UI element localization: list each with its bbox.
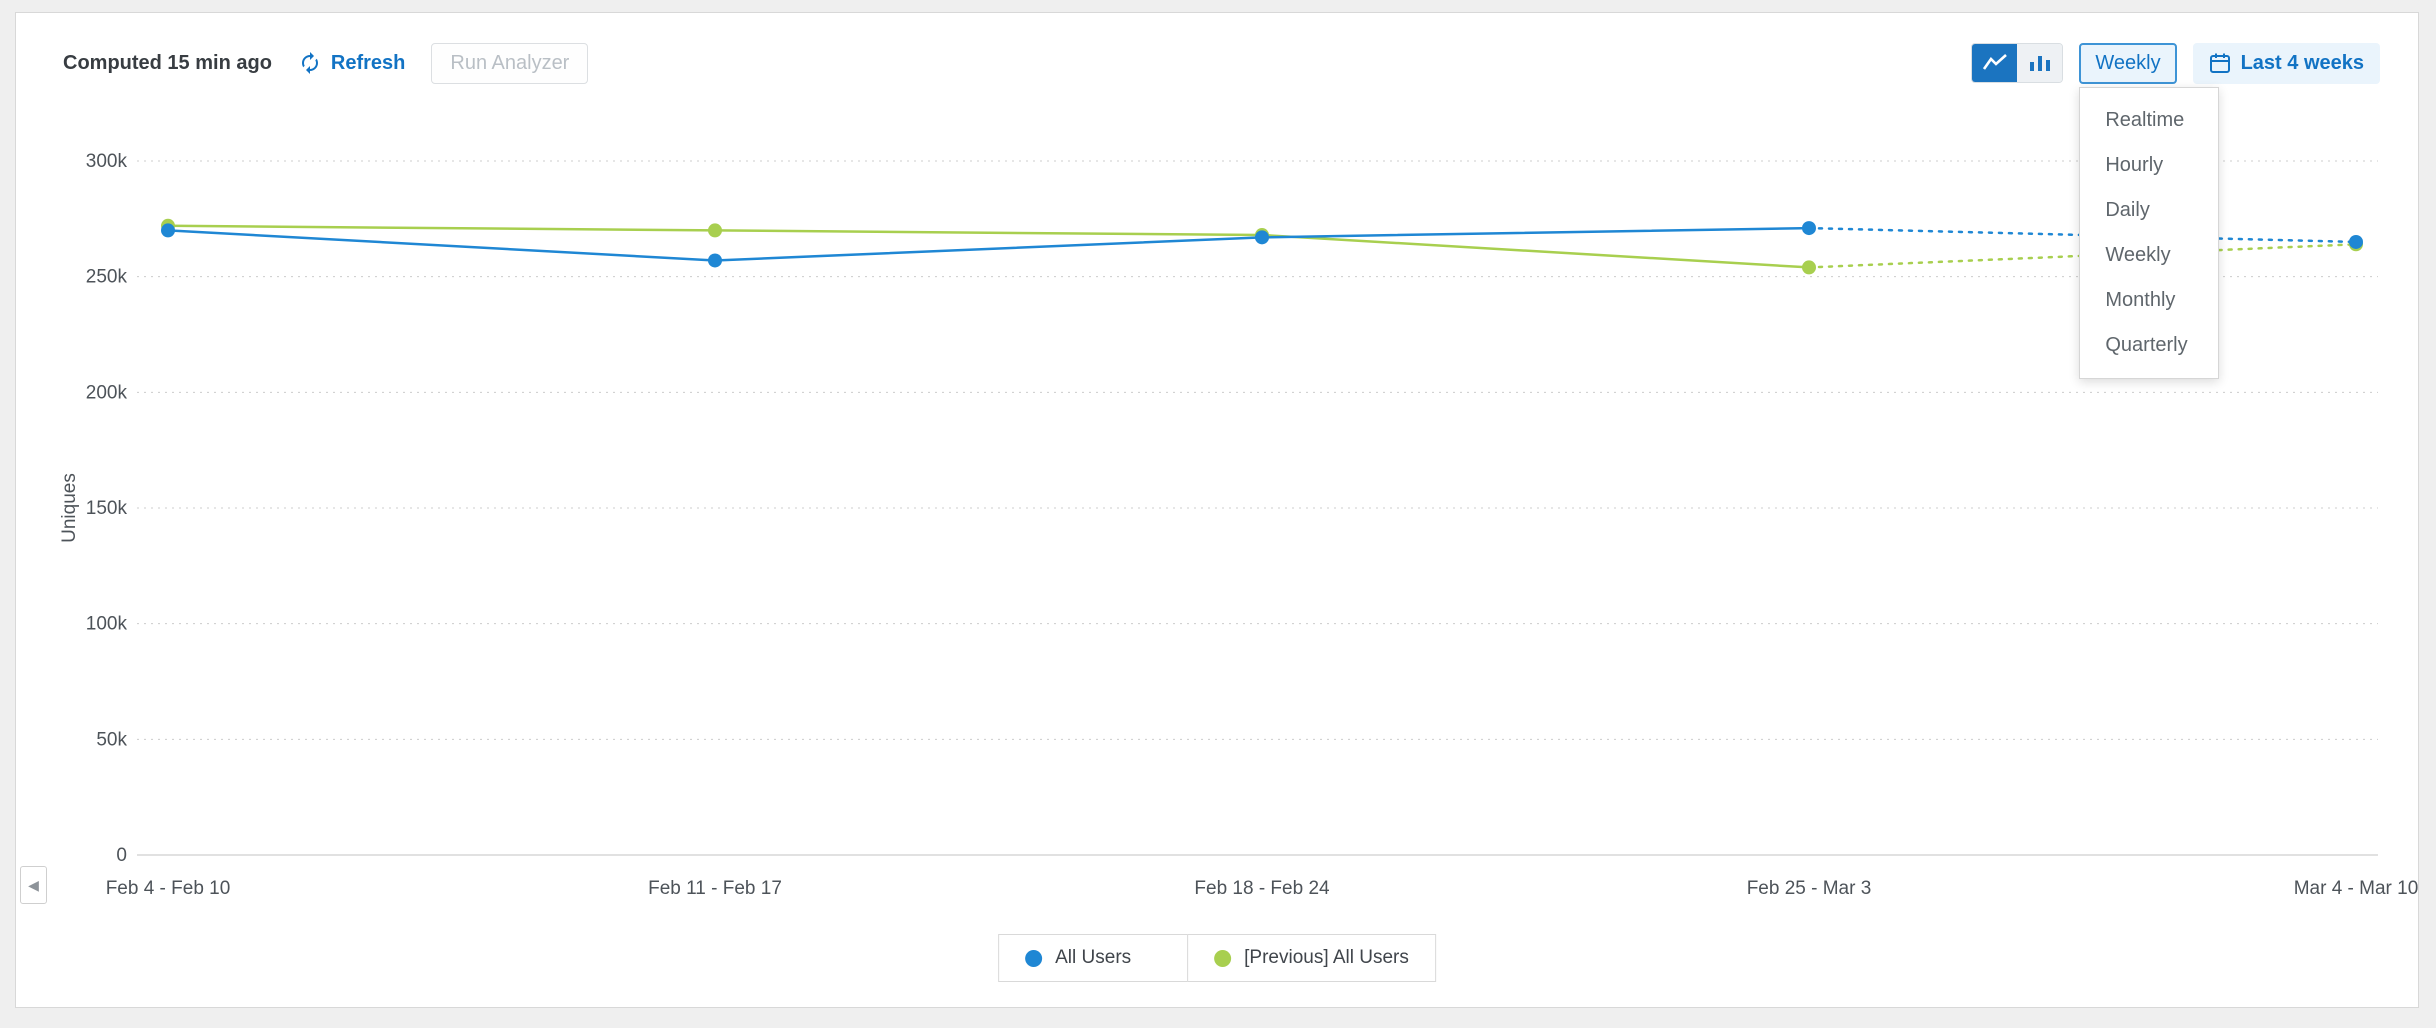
interval-option-realtime[interactable]: Realtime: [2105, 108, 2185, 131]
data-point: [1255, 230, 1269, 245]
y-tick-label: 100k: [86, 614, 128, 635]
data-point: [2349, 234, 2363, 249]
x-axis-label: Feb 25 - Mar 3: [1747, 878, 1872, 899]
line-chart-icon: [1982, 54, 2007, 70]
legend-dot-all-users: [1025, 949, 1043, 967]
interval-option-hourly[interactable]: Hourly: [2105, 153, 2164, 176]
series-line: [167, 226, 1810, 262]
line-chart-toggle-button[interactable]: [1972, 44, 2018, 82]
data-point: [161, 223, 175, 238]
line-chart: 300k 250k 200k 150k 100k 50k 0 Feb 4 - Feb 10 Fe…: [86, 151, 2419, 899]
data-point: [1802, 260, 1816, 275]
y-tick-label: 150k: [86, 498, 128, 519]
data-point: [2349, 237, 2363, 252]
y-axis-title: Uniques: [59, 473, 80, 543]
bar-chart-toggle-button[interactable]: [2017, 44, 2063, 82]
interval-option-daily[interactable]: Daily: [2105, 198, 2150, 221]
collapse-panel-button[interactable]: ◀: [20, 866, 47, 904]
interval-option-weekly[interactable]: Weekly: [2105, 243, 2171, 266]
data-point: [708, 253, 722, 268]
bar-chart-icon: [2029, 56, 2050, 71]
date-range-label: Last 4 weeks: [2240, 51, 2364, 74]
x-axis-label: Feb 11 - Feb 17: [648, 878, 782, 899]
series-line: [167, 224, 1810, 269]
y-tick-label: 250k: [86, 267, 128, 288]
legend-dot-previous-all-users: [1214, 949, 1232, 967]
interval-option-monthly[interactable]: Monthly: [2105, 288, 2176, 311]
date-range-button[interactable]: Last 4 weeks: [2192, 42, 2380, 84]
x-axis-label: Feb 4 - Feb 10: [106, 878, 231, 899]
report-header: Computed 15 min ago Refresh Run Analyzer: [63, 42, 589, 84]
chart-controls: Weekly Realtime Hourly Daily Weekly Mont…: [1971, 42, 2380, 379]
y-tick-label: 50k: [96, 729, 127, 750]
interval-dropdown-button[interactable]: Weekly: [2079, 42, 2177, 84]
data-point: [161, 218, 175, 233]
y-tick-label: 300k: [86, 151, 128, 172]
interval-selector: Weekly Realtime Hourly Daily Weekly Mont…: [2079, 42, 2220, 379]
x-axis-label: Mar 4 - Mar 10: [2294, 878, 2419, 899]
interval-option-quarterly[interactable]: Quarterly: [2105, 333, 2188, 356]
y-tick-label: 0: [116, 845, 127, 866]
legend-item-all-users[interactable]: All Users: [998, 934, 1189, 982]
calendar-icon: [2209, 53, 2230, 73]
computed-timestamp: Computed 15 min ago: [63, 51, 272, 74]
chevron-left-icon: ◀: [28, 876, 39, 893]
legend-item-previous-all-users[interactable]: [Previous] All Users: [1187, 934, 1436, 982]
chart-type-toggle: [1971, 43, 2064, 83]
data-point: [708, 223, 722, 238]
run-analyzer-button[interactable]: Run Analyzer: [431, 42, 589, 84]
refresh-icon: [301, 52, 318, 74]
data-point: [1802, 221, 1816, 236]
chart-legend: All Users [Previous] All Users: [998, 934, 1436, 982]
legend-label: All Users: [1055, 947, 1132, 968]
report-card: Computed 15 min ago Refresh Run Analyzer…: [15, 12, 2419, 1008]
interval-dropdown-menu: Realtime Hourly Daily Weekly Monthly Qua…: [2079, 86, 2220, 379]
legend-label: [Previous] All Users: [1244, 947, 1409, 968]
x-axis-label: Feb 18 - Feb 24: [1194, 878, 1330, 899]
y-tick-label: 200k: [86, 382, 128, 403]
refresh-button[interactable]: Refresh: [298, 51, 405, 75]
data-point: [1255, 228, 1269, 243]
refresh-label: Refresh: [330, 51, 406, 74]
